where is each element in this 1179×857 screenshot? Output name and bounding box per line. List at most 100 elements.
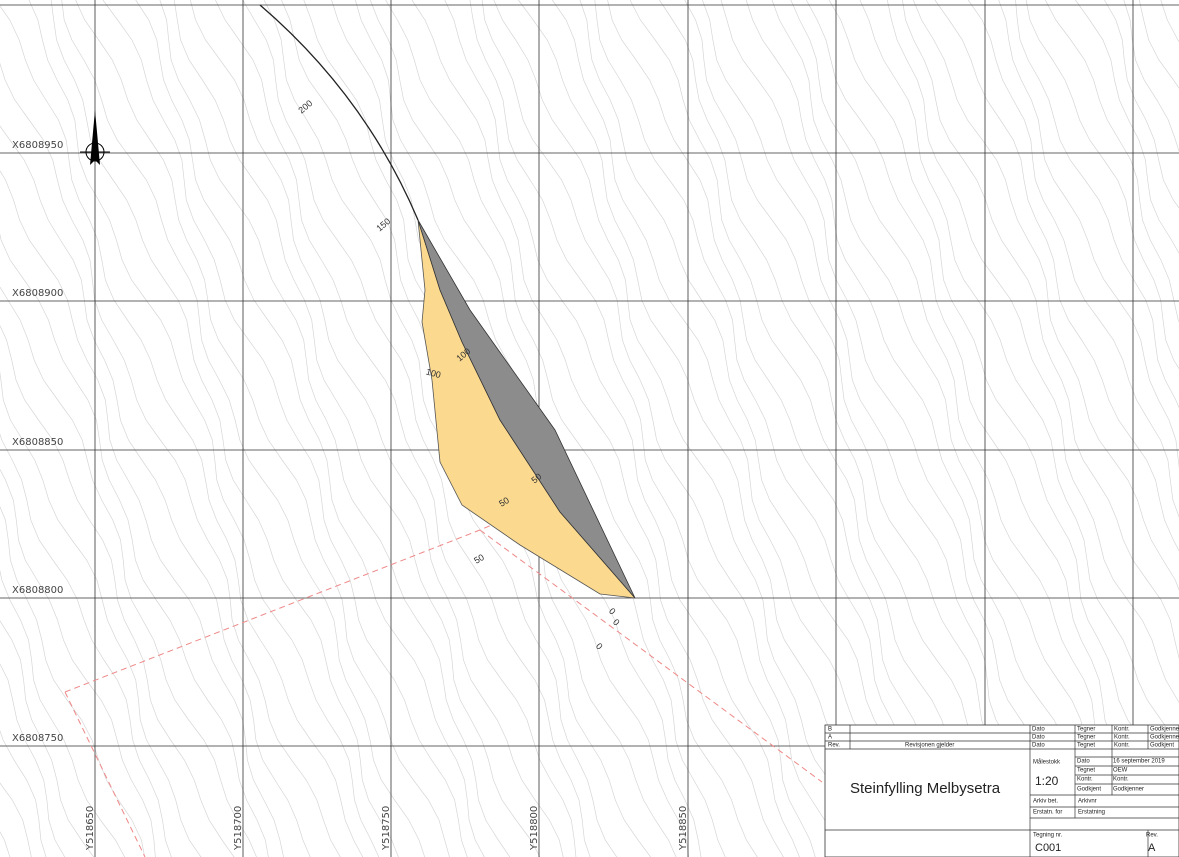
contour — [0, 729, 47, 857]
field-label: Godkjent — [1077, 787, 1101, 793]
contour — [1044, 0, 1179, 323]
contour — [173, 0, 541, 857]
station-label: 50 — [497, 495, 511, 509]
contour — [629, 0, 997, 857]
title-block-cell: Dato — [1032, 735, 1045, 741]
contour — [659, 0, 1011, 857]
contour — [481, 0, 840, 857]
grid-label: X6808950 — [12, 140, 63, 151]
station-label: 150 — [374, 216, 392, 233]
title-block: Steinfylling Melbysetra Målestokk 1:20 T… — [824, 724, 1179, 857]
station-label: 200 — [296, 98, 314, 115]
north-arrow — [80, 110, 110, 165]
field-value: Godkjenner — [1113, 787, 1144, 793]
title-block-cell: Tegner — [1077, 735, 1095, 741]
slope-area — [417, 219, 636, 599]
contour — [411, 0, 784, 857]
contour — [790, 0, 1142, 857]
contour — [1104, 0, 1179, 209]
rev: A — [1148, 842, 1156, 854]
grid-label: Y518800 — [529, 806, 540, 851]
road-line — [259, 4, 419, 221]
grid-label: X6808850 — [12, 437, 63, 448]
scale: 1:20 — [1035, 774, 1059, 788]
contour — [50, 0, 399, 857]
field-value: Arkivnr — [1078, 799, 1097, 805]
contour — [0, 5, 364, 857]
grid-label: Y518750 — [381, 806, 392, 851]
contour — [263, 0, 618, 857]
field-label: Dato — [1077, 759, 1090, 765]
title-block-cell: Rev. — [828, 743, 840, 749]
contour — [552, 0, 906, 857]
contour — [1015, 0, 1179, 409]
contour — [0, 324, 235, 857]
field-label: Kontr. — [1077, 777, 1093, 783]
contour — [0, 233, 269, 857]
contour — [469, 0, 816, 857]
contour — [0, 569, 126, 857]
title-block-cell: B — [828, 727, 832, 733]
station-label: 0 — [611, 617, 622, 628]
contour — [1025, 0, 1179, 370]
title-block-cell: Tegnet — [1077, 743, 1095, 749]
field-label: Erstatn. for — [1033, 810, 1062, 816]
contour — [0, 663, 66, 857]
contour — [102, 0, 468, 857]
station-label: 0 — [594, 641, 605, 652]
field-value: Kontr. — [1113, 777, 1129, 783]
title-block-cell: Kontr. — [1114, 727, 1130, 733]
drawing-no: C001 — [1035, 842, 1061, 854]
contour — [934, 0, 1179, 552]
contour — [998, 0, 1179, 469]
drawing-title: Steinfylling Melbysetra — [850, 780, 1001, 797]
title-block-cell: Revisjonen gjelder — [905, 743, 954, 749]
labels: X6808950 X6808900 X6808850 X6808800 X6808750… — [12, 98, 689, 851]
station-label: 100 — [425, 367, 442, 381]
drawing-no-label: Tegning nr. — [1033, 833, 1063, 839]
grid-label: Y518650 — [85, 806, 96, 851]
contour — [1123, 0, 1179, 153]
title-block-cell: Tegner — [1077, 727, 1095, 733]
grid-label: Y518850 — [678, 806, 689, 851]
contour — [702, 0, 1067, 857]
field-value: OEW — [1113, 768, 1128, 774]
contour — [594, 0, 956, 857]
grid-label: X6808750 — [12, 733, 63, 744]
contour — [159, 0, 511, 857]
field-value: 16 september 2019 — [1113, 759, 1165, 765]
field-value: Erstatning — [1078, 810, 1105, 816]
title-block-cell: Kontr. — [1114, 743, 1130, 749]
contour — [0, 506, 146, 857]
contour — [0, 620, 95, 857]
contour — [0, 286, 257, 857]
station-label: 50 — [472, 552, 486, 566]
contour — [135, 0, 485, 857]
contour — [745, 0, 1110, 857]
boundary — [64, 487, 823, 857]
title-block-cell: Dato — [1032, 727, 1045, 733]
station-label: 0 — [607, 606, 618, 617]
title-block-cell: A — [828, 735, 832, 741]
field-label: Arkiv bet. — [1033, 799, 1058, 805]
title-block-cell: Dato — [1032, 743, 1045, 749]
contour — [1075, 0, 1179, 254]
title-block-cell: Godkjenner — [1150, 727, 1179, 733]
contour — [967, 0, 1179, 518]
contour — [0, 170, 284, 857]
contour — [0, 468, 156, 857]
contour — [75, 0, 450, 857]
contour — [771, 0, 1121, 857]
contour — [579, 0, 928, 857]
contour — [859, 0, 1179, 748]
contour — [215, 0, 577, 857]
contour — [242, 0, 591, 857]
contour — [886, 0, 1179, 703]
title-block-cell: Kontr. — [1114, 735, 1130, 741]
title-block-cell: Godkjent — [1150, 743, 1174, 749]
station-label: 50 — [529, 471, 543, 485]
field-label: Tegnet — [1077, 768, 1095, 774]
grid-label: X6808800 — [12, 585, 63, 596]
title-block-cell: Godkjenner — [1150, 735, 1179, 741]
